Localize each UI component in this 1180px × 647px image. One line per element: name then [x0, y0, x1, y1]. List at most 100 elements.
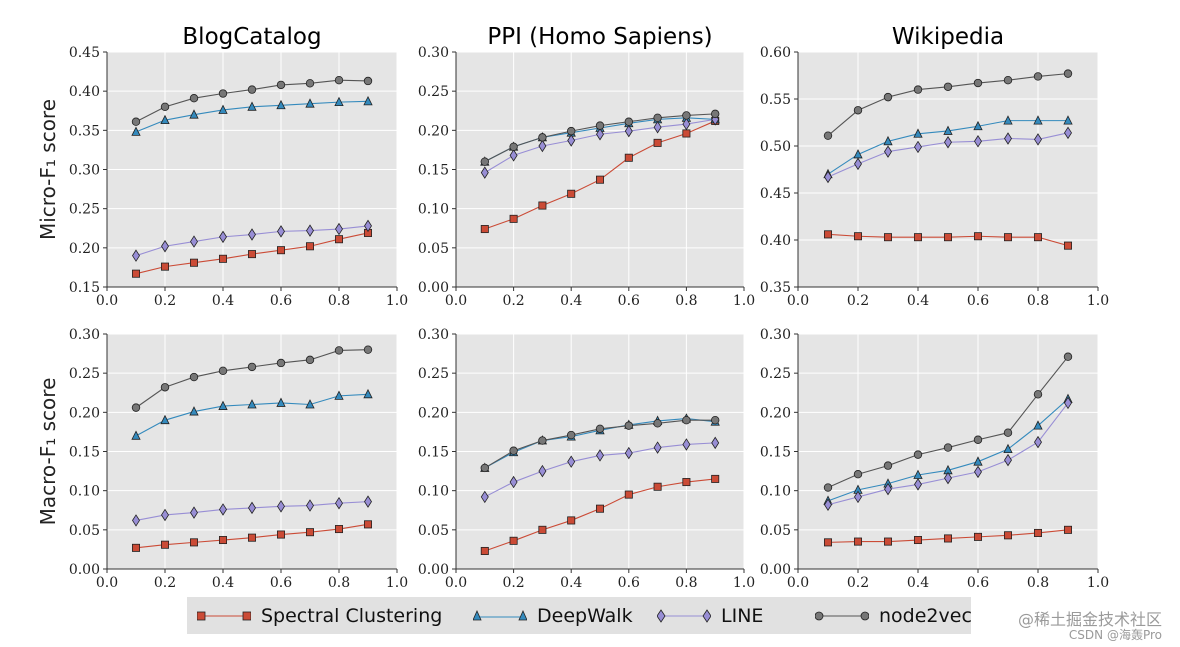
- data-point-diamond: [1034, 435, 1042, 449]
- data-point-diamond: [509, 149, 518, 162]
- x-tick-label: 0.8: [675, 575, 697, 591]
- data-point-triangle: [1033, 420, 1043, 430]
- y-tick-label: 0.15: [418, 445, 449, 461]
- data-point-diamond: [854, 157, 862, 171]
- data-point-triangle: [883, 135, 893, 146]
- y-tick-label: 0.10: [69, 484, 100, 500]
- y-tick-label: 0.05: [418, 241, 449, 257]
- series-node2vec: [480, 109, 720, 166]
- data-point-diamond: [884, 145, 892, 158]
- legend-label-spectral-clustering: Spectral Clustering: [261, 604, 443, 627]
- series-spectral-clustering: [480, 474, 720, 555]
- y-tick-label: 0.25: [418, 366, 449, 382]
- series-node2vec: [823, 352, 1073, 492]
- data-point-diamond: [884, 482, 892, 496]
- data-point-triangle: [973, 120, 983, 131]
- data-point-circle: [973, 78, 983, 88]
- data-point-square: [884, 537, 893, 546]
- data-point-diamond: [335, 222, 343, 236]
- data-point-circle: [973, 435, 983, 444]
- square-marker-icon: [197, 611, 251, 620]
- diamond-marker-icon: [657, 608, 711, 623]
- x-tick-label: 0.8: [328, 575, 350, 591]
- data-point-triangle: [973, 456, 983, 466]
- legend-label-deepwalk: DeepWalk: [537, 604, 633, 627]
- data-point-circle: [480, 157, 489, 166]
- data-point-square: [682, 129, 691, 138]
- legend-label-node2vec: node2vec: [879, 604, 972, 627]
- data-point-triangle: [1063, 115, 1073, 125]
- data-point-square: [914, 233, 923, 242]
- data-point-diamond: [1004, 453, 1012, 467]
- x-tick-label: 0.4: [212, 293, 234, 309]
- data-point-circle: [624, 421, 633, 430]
- data-point-square: [682, 478, 691, 487]
- y-tick-label: 0.05: [418, 523, 449, 539]
- data-point-circle: [160, 383, 170, 392]
- y-tick-label: 0.40: [69, 84, 100, 100]
- data-point-triangle: [363, 95, 373, 106]
- data-point-diamond: [1034, 133, 1042, 146]
- data-point-diamond: [682, 117, 691, 131]
- series-spectral-clustering: [824, 525, 1073, 547]
- y-tick-label: 0.00: [418, 562, 449, 578]
- y-tick-label: 0.15: [69, 445, 100, 461]
- data-point-square: [363, 520, 372, 529]
- data-point-square: [276, 530, 285, 539]
- data-point-circle: [943, 82, 953, 91]
- data-point-circle: [682, 415, 691, 425]
- y-tick-label: 0.15: [418, 163, 449, 179]
- data-point-triangle: [276, 397, 286, 407]
- series-line: [480, 113, 720, 179]
- legend-item-deepwalk: DeepWalk: [473, 597, 633, 634]
- x-tick-label: 0.0: [445, 575, 467, 591]
- data-point-circle: [567, 126, 576, 136]
- triangle-marker-icon: [473, 609, 527, 620]
- data-point-circle: [853, 470, 863, 479]
- data-point-triangle: [1003, 443, 1013, 454]
- y-tick-label: 0.30: [69, 327, 100, 343]
- data-point-triangle: [218, 400, 228, 410]
- data-point-square: [824, 230, 833, 239]
- data-point-triangle: [334, 96, 344, 107]
- data-point-circle: [131, 117, 141, 126]
- y-tick-label: 0.05: [760, 523, 791, 539]
- x-tick-label: 0.8: [675, 293, 697, 309]
- data-point-triangle: [189, 406, 199, 416]
- data-point-square: [189, 258, 198, 267]
- x-tick-label: 1.0: [386, 575, 408, 591]
- y-tick-label: 0.60: [760, 45, 791, 61]
- series-node2vec: [480, 415, 720, 473]
- data-point-diamond: [161, 508, 169, 522]
- data-point-diamond: [219, 230, 227, 244]
- data-point-triangle: [247, 399, 257, 409]
- x-tick-label: 1.0: [733, 575, 755, 591]
- data-point-triangle: [305, 399, 315, 409]
- data-point-circle: [218, 366, 228, 376]
- data-point-diamond: [480, 166, 489, 179]
- data-point-diamond: [974, 465, 982, 479]
- data-point-circle: [1033, 72, 1043, 81]
- data-point-circle: [823, 483, 833, 492]
- data-point-diamond: [824, 170, 832, 184]
- data-point-diamond: [1004, 132, 1012, 145]
- data-point-diamond: [914, 478, 922, 491]
- data-point-square: [624, 490, 633, 499]
- data-point-triangle: [943, 125, 953, 135]
- series-node2vec: [823, 69, 1073, 140]
- data-point-circle: [567, 430, 576, 440]
- data-point-square: [334, 525, 343, 534]
- x-tick-label: 0.6: [967, 293, 989, 309]
- y-axis-label: Macro-F₁ score: [36, 378, 60, 526]
- x-tick-label: 0.4: [560, 293, 582, 309]
- x-tick-label: 0.0: [445, 293, 467, 309]
- data-point-square: [567, 189, 576, 198]
- y-tick-label: 0.00: [418, 280, 449, 296]
- chart-title: Wikipedia: [892, 24, 1004, 50]
- legend: Spectral Clustering DeepWalk LINE node2v…: [187, 597, 972, 634]
- data-point-square: [596, 175, 605, 184]
- y-tick-label: 0.40: [760, 233, 791, 249]
- x-tick-label: 1.0: [1087, 575, 1109, 591]
- data-point-diamond: [335, 496, 343, 510]
